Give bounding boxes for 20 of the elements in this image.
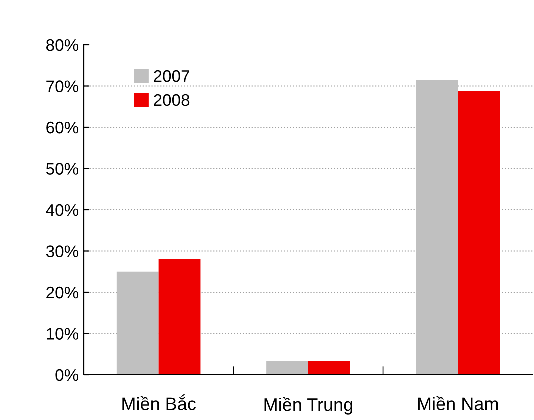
y-tick-label: 0%: [56, 369, 79, 382]
bar: [266, 360, 308, 375]
y-tick-label: 40%: [46, 204, 79, 216]
legend-label: 2008: [154, 94, 190, 106]
bar: [416, 80, 458, 375]
legend-label: 2007: [154, 70, 190, 82]
y-tick-label: 60%: [46, 122, 79, 134]
y-tick-label: 10%: [47, 328, 79, 340]
bar: [308, 360, 350, 375]
y-tick-label: 50%: [46, 163, 79, 175]
y-tick-label: 30%: [46, 246, 79, 258]
bar: [458, 91, 500, 375]
y-tick-label: 20%: [46, 286, 79, 299]
bar: [116, 272, 159, 375]
bar: [158, 260, 201, 375]
x-tick-label: Miền Bắc: [122, 394, 196, 410]
x-tick-label: Miền Nam: [418, 396, 498, 410]
y-tick-label: 80%: [46, 39, 79, 52]
y-tick-label: 70%: [46, 80, 79, 92]
x-tick-label: Miền Trung: [264, 397, 352, 415]
